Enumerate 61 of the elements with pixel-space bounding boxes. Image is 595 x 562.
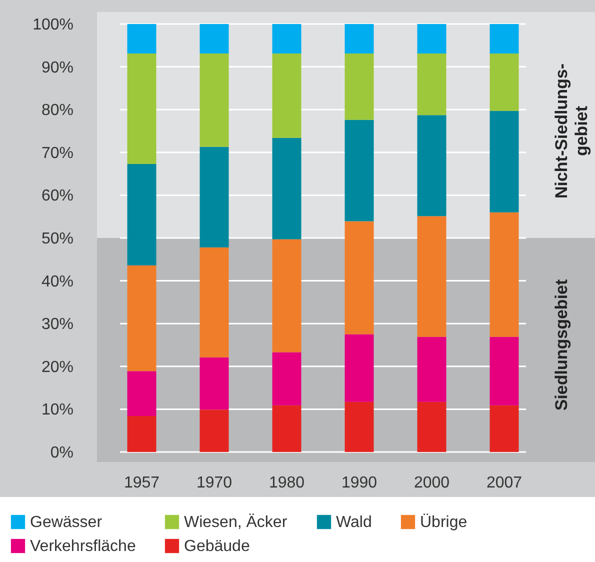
x-tick-label: 1980 — [268, 474, 305, 492]
x-tick-label: 2000 — [414, 474, 450, 492]
bar — [200, 54, 229, 147]
bar — [344, 402, 374, 452]
bar — [344, 120, 374, 222]
bar — [272, 239, 302, 352]
y-tick-label: 70% — [41, 144, 74, 162]
y-tick-label: 100% — [32, 16, 74, 34]
bar — [490, 54, 519, 111]
bar — [344, 221, 374, 334]
bar — [200, 146, 229, 248]
bar — [200, 24, 229, 54]
bar — [272, 405, 302, 452]
bar — [417, 115, 446, 216]
y-tick-label: 10% — [41, 402, 74, 419]
y-tick-label: 60% — [41, 188, 74, 205]
x-tick-label: 1957 — [124, 474, 160, 492]
y-tick-label: 20% — [41, 358, 74, 376]
x-tick-label: 1970 — [196, 474, 232, 492]
bar — [417, 54, 446, 116]
bar — [272, 352, 302, 406]
bar — [490, 405, 519, 452]
legend-label: Wald — [336, 514, 372, 531]
bar — [490, 336, 519, 406]
bar — [200, 357, 229, 410]
bar — [127, 265, 156, 372]
band-label: Nicht-Siedlungs- gebiet — [552, 63, 591, 199]
bar — [200, 247, 229, 358]
bar — [272, 54, 302, 138]
y-tick-label: 0% — [50, 444, 74, 462]
bar — [417, 24, 446, 54]
bar — [344, 54, 374, 120]
bar — [200, 410, 229, 452]
legend-label: Verkehrsfläche — [30, 538, 136, 555]
bar — [417, 216, 446, 337]
y-tick-label: 40% — [41, 273, 74, 290]
legend-label: Gewässer — [30, 514, 103, 531]
bar — [272, 138, 302, 240]
x-tick-label: 2007 — [486, 474, 522, 492]
band-label: Siedlungsgebiet — [552, 279, 571, 411]
y-tick-label: 90% — [41, 59, 74, 76]
bar — [127, 54, 156, 164]
bar — [344, 334, 374, 402]
bar — [490, 110, 519, 212]
bar — [127, 416, 156, 452]
bar — [127, 24, 156, 54]
legend-label: Gebäude — [184, 538, 250, 555]
bar — [272, 24, 302, 54]
y-tick-label: 30% — [41, 316, 74, 334]
bar — [127, 164, 156, 266]
y-tick-label: 80% — [41, 102, 74, 120]
bar — [344, 24, 374, 54]
bar — [127, 371, 156, 416]
legend-label: Wiesen, Äcker — [184, 513, 288, 531]
bar — [417, 336, 446, 402]
y-tick-label: 50% — [41, 230, 74, 248]
bar — [417, 402, 446, 452]
x-tick-label: 1990 — [341, 474, 378, 492]
bar — [490, 24, 519, 54]
bar — [490, 212, 519, 337]
legend-label: Übrige — [420, 513, 468, 531]
